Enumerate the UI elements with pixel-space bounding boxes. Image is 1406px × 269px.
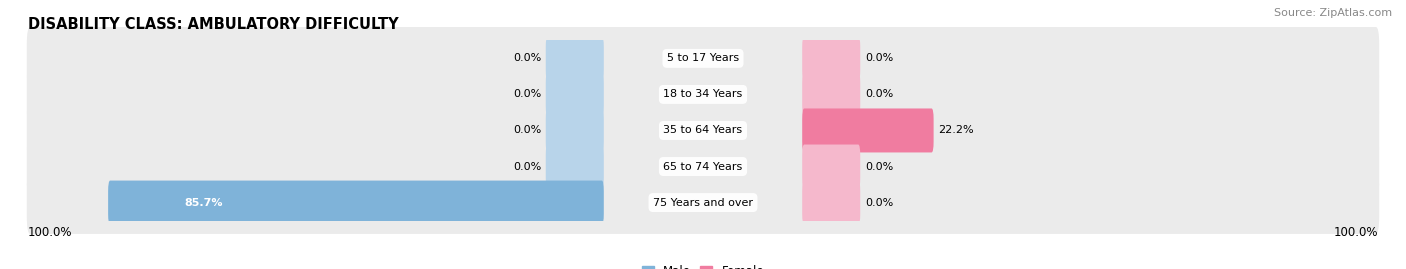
Text: DISABILITY CLASS: AMBULATORY DIFFICULTY: DISABILITY CLASS: AMBULATORY DIFFICULTY: [28, 17, 399, 32]
Text: Source: ZipAtlas.com: Source: ZipAtlas.com: [1274, 8, 1392, 18]
FancyBboxPatch shape: [27, 99, 1379, 162]
Text: 100.0%: 100.0%: [1333, 226, 1378, 239]
Legend: Male, Female: Male, Female: [637, 261, 769, 269]
FancyBboxPatch shape: [803, 180, 860, 225]
Text: 35 to 64 Years: 35 to 64 Years: [664, 125, 742, 136]
FancyBboxPatch shape: [546, 72, 603, 116]
FancyBboxPatch shape: [803, 108, 934, 153]
Text: 0.0%: 0.0%: [513, 125, 541, 136]
FancyBboxPatch shape: [803, 144, 860, 189]
Text: 0.0%: 0.0%: [865, 89, 893, 100]
FancyBboxPatch shape: [27, 171, 1379, 234]
FancyBboxPatch shape: [803, 36, 860, 80]
FancyBboxPatch shape: [546, 108, 603, 153]
FancyBboxPatch shape: [27, 27, 1379, 90]
Text: 0.0%: 0.0%: [513, 89, 541, 100]
FancyBboxPatch shape: [803, 72, 860, 116]
Text: 5 to 17 Years: 5 to 17 Years: [666, 53, 740, 63]
Text: 18 to 34 Years: 18 to 34 Years: [664, 89, 742, 100]
FancyBboxPatch shape: [27, 135, 1379, 198]
Text: 0.0%: 0.0%: [513, 161, 541, 172]
Text: 22.2%: 22.2%: [938, 125, 974, 136]
FancyBboxPatch shape: [546, 36, 603, 80]
Text: 85.7%: 85.7%: [184, 197, 222, 208]
FancyBboxPatch shape: [108, 180, 603, 225]
Text: 75 Years and over: 75 Years and over: [652, 197, 754, 208]
Text: 100.0%: 100.0%: [28, 226, 73, 239]
FancyBboxPatch shape: [546, 144, 603, 189]
Text: 65 to 74 Years: 65 to 74 Years: [664, 161, 742, 172]
Text: 0.0%: 0.0%: [865, 53, 893, 63]
Text: 0.0%: 0.0%: [865, 197, 893, 208]
Text: 0.0%: 0.0%: [513, 53, 541, 63]
FancyBboxPatch shape: [27, 63, 1379, 126]
Text: 0.0%: 0.0%: [865, 161, 893, 172]
